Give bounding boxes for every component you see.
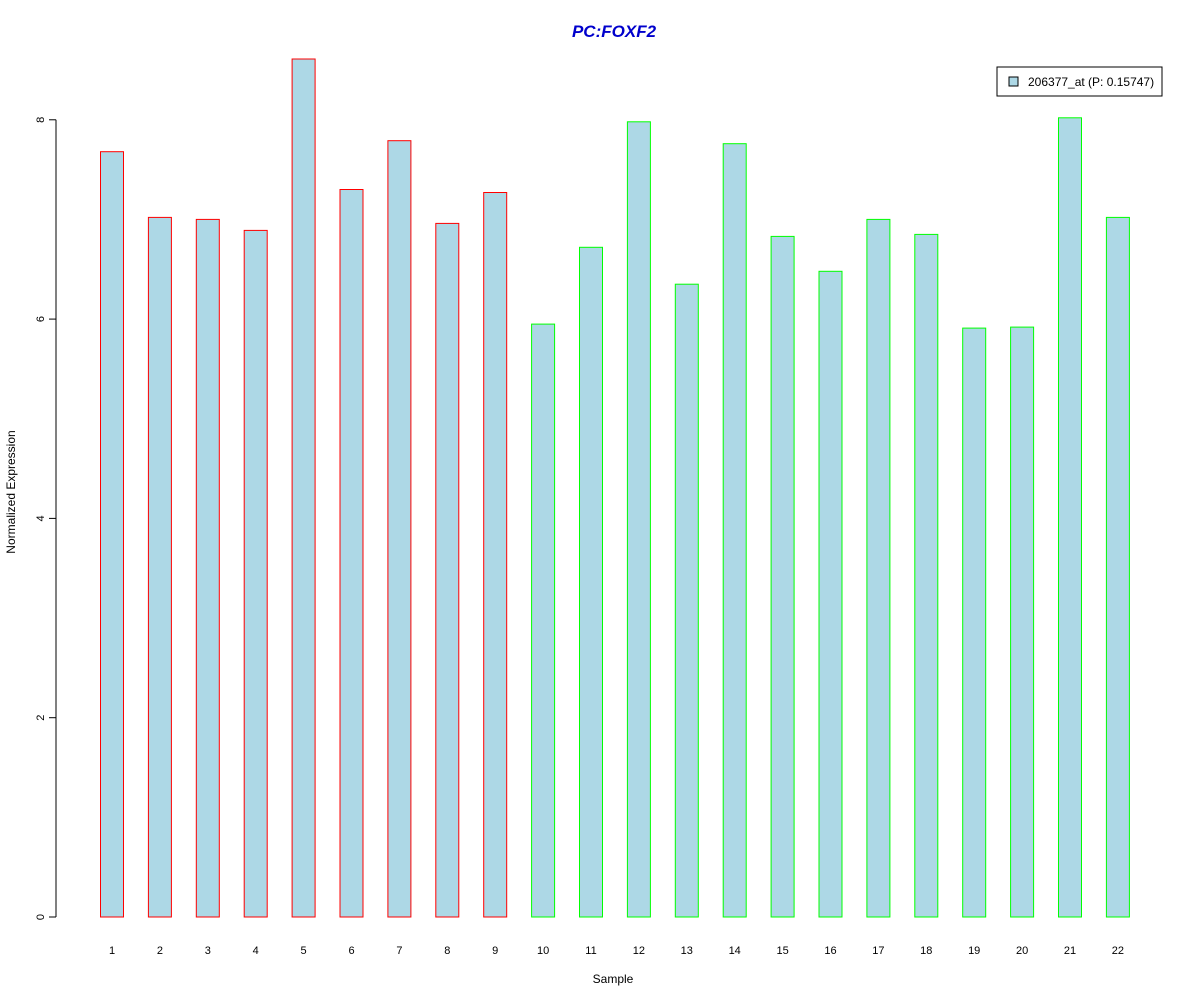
x-axis-label: Sample <box>593 972 634 986</box>
x-tick-label: 22 <box>1112 945 1124 957</box>
bar-sample-8 <box>435 222 460 918</box>
bar-sample-10 <box>531 323 556 918</box>
x-tick-label: 10 <box>537 945 549 957</box>
bar-sample-21 <box>1058 117 1082 918</box>
x-tick-label: 21 <box>1064 945 1076 957</box>
x-tick-labels: 1 2 3 4 5 6 7 8 9 10 11 12 13 14 15 16 17 18 19 20 21 22 <box>109 945 1124 957</box>
x-tick-label: 6 <box>348 945 354 957</box>
x-tick-label: 19 <box>968 945 980 957</box>
x-tick-label: 9 <box>492 945 498 957</box>
bar-sample-11 <box>579 246 603 918</box>
y-tick-label: 0 <box>35 914 47 920</box>
bar-sample-14 <box>722 143 747 918</box>
bar-sample-3 <box>195 218 220 918</box>
bar-sample-13 <box>674 283 699 918</box>
legend-box <box>996 66 1163 97</box>
bar-sample-5 <box>291 58 316 918</box>
x-tick-label: 20 <box>1016 945 1028 957</box>
x-tick-label: 18 <box>920 945 932 957</box>
bar-sample-17 <box>866 218 891 918</box>
x-tick-label: 17 <box>872 945 884 957</box>
bar-sample-12 <box>626 121 651 918</box>
x-tick-label: 11 <box>585 945 596 957</box>
x-tick-label: 2 <box>157 945 163 957</box>
bar-sample-20 <box>1010 326 1035 918</box>
x-tick-label: 14 <box>729 945 741 957</box>
chart-title: PC:FOXF2 <box>572 22 657 41</box>
bar-sample-4 <box>243 229 268 918</box>
bar-sample-18 <box>914 233 939 918</box>
x-tick-label: 13 <box>681 945 693 957</box>
bar-sample-1 <box>100 151 124 918</box>
y-axis: 0 2 4 6 8 <box>35 117 57 920</box>
legend-swatch <box>1008 76 1019 87</box>
bar-sample-2 <box>147 216 172 918</box>
y-tick-label: 6 <box>35 316 47 322</box>
y-tick-label: 8 <box>35 117 47 123</box>
x-tick-label: 7 <box>396 945 402 957</box>
x-tick-label: 5 <box>301 945 307 957</box>
bar-sample-16 <box>818 270 843 918</box>
y-axis-label: Normalized Expression <box>4 430 18 553</box>
legend-entry-label: 206377_at (P: 0.15747) <box>1028 75 1154 89</box>
x-tick-label: 8 <box>444 945 450 957</box>
x-tick-label: 4 <box>253 945 259 957</box>
bar-sample-6 <box>339 189 364 918</box>
x-tick-label: 3 <box>205 945 211 957</box>
x-tick-label: 12 <box>633 945 645 957</box>
y-tick-label: 4 <box>35 515 47 521</box>
bar-sample-19 <box>962 327 987 918</box>
bar-sample-9 <box>483 192 508 918</box>
y-tick-label: 2 <box>35 715 47 721</box>
x-tick-label: 16 <box>824 945 836 957</box>
bar-sample-22 <box>1105 216 1130 918</box>
bar-sample-7 <box>387 140 412 918</box>
bars-group <box>100 58 1130 918</box>
x-tick-label: 1 <box>109 945 115 957</box>
bar-sample-15 <box>770 235 795 918</box>
legend: 206377_at (P: 0.15747) <box>996 66 1163 97</box>
x-tick-label: 15 <box>776 945 788 957</box>
